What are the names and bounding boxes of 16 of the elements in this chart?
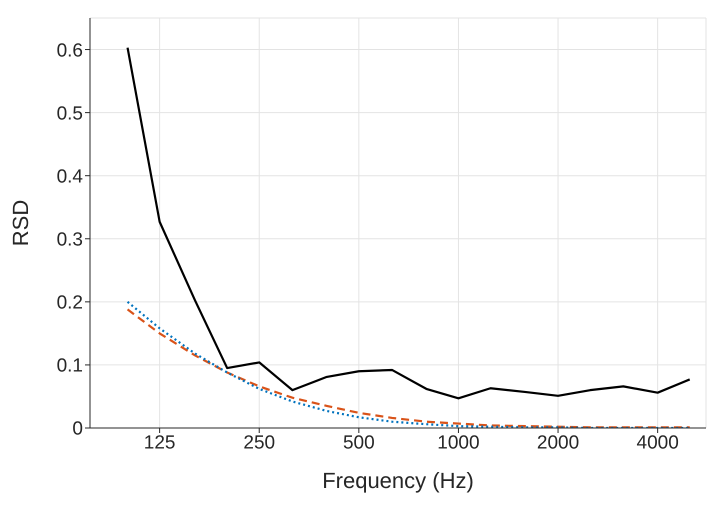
- y-tick-label: 0.1: [56, 356, 83, 377]
- y-tick-label: 0.3: [56, 230, 83, 251]
- x-tick-label: 500: [342, 432, 375, 454]
- y-tick-label: 0.4: [56, 166, 84, 188]
- x-tick-label: 1000: [437, 432, 480, 454]
- x-tick-label: 125: [144, 432, 176, 454]
- x-tick-label: 250: [243, 432, 276, 454]
- x-axis-title: Frequency (Hz): [322, 468, 474, 493]
- x-tick-label: 2000: [536, 432, 580, 454]
- x-tick-label: 4000: [636, 432, 679, 454]
- y-axis-title: RSD: [8, 200, 33, 246]
- line-series: [126, 46, 691, 400]
- y-tick-label: 0.5: [56, 103, 83, 124]
- y-tick-label: 0.6: [56, 40, 83, 62]
- y-tick-label: 0: [72, 418, 83, 440]
- y-tick-label: 0.2: [56, 292, 83, 314]
